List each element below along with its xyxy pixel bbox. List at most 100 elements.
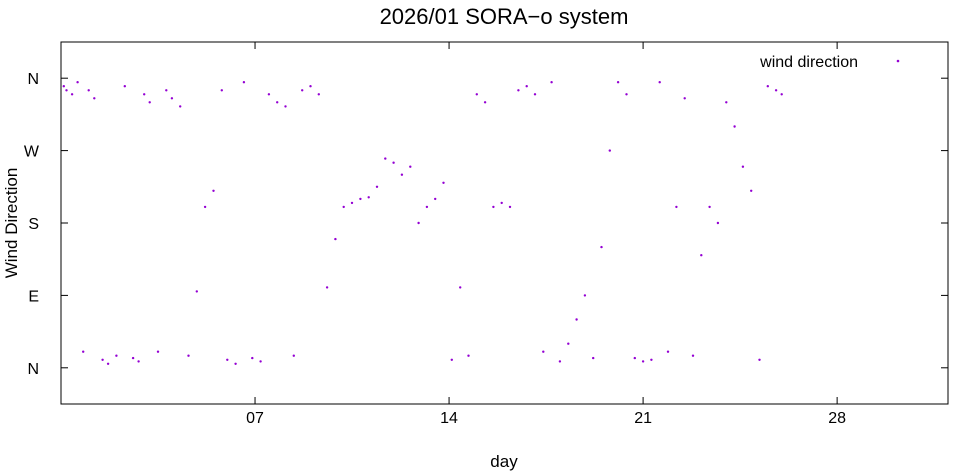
data-point [608, 149, 611, 152]
data-point [691, 354, 695, 357]
data-point [309, 85, 312, 88]
data-point [123, 85, 127, 88]
legend-marker [896, 59, 900, 63]
data-point [226, 358, 229, 361]
y-tick-label: N [27, 71, 39, 88]
data-point [187, 354, 190, 357]
data-point [475, 93, 478, 96]
data-point [367, 196, 370, 199]
x-tick-label: 14 [440, 410, 458, 427]
data-point [700, 254, 703, 257]
data-point [625, 93, 628, 96]
data-point [567, 342, 570, 345]
data-point [179, 105, 182, 108]
data-point [733, 125, 736, 128]
data-point [165, 89, 168, 92]
data-point [251, 356, 254, 360]
x-axis-label: day [490, 452, 518, 471]
legend-label: wind direction [759, 54, 858, 71]
data-point [766, 85, 769, 88]
data-point [143, 93, 146, 96]
data-point [350, 201, 354, 205]
data-point [267, 93, 271, 96]
data-point [434, 197, 437, 201]
data-point [492, 205, 495, 209]
data-point [750, 189, 753, 192]
data-point [131, 356, 135, 360]
data-point [741, 165, 745, 168]
data-point [600, 245, 603, 249]
data-point [156, 350, 160, 353]
x-tick-label: 07 [246, 410, 264, 427]
y-tick-label: S [28, 216, 39, 233]
data-point [442, 181, 445, 184]
data-point [550, 81, 553, 84]
data-point [425, 205, 429, 209]
data-point [616, 81, 620, 84]
data-point [592, 356, 595, 360]
data-point [101, 358, 104, 361]
y-tick-label: W [24, 144, 40, 161]
data-point [758, 358, 761, 361]
legend: wind direction [759, 54, 900, 71]
data-point [483, 101, 487, 104]
data-point [675, 205, 678, 209]
data-point [508, 205, 512, 209]
data-point [450, 358, 453, 361]
data-point [292, 354, 295, 357]
data-point [137, 360, 140, 363]
data-point [276, 101, 279, 104]
data-point [317, 93, 320, 96]
data-point [525, 85, 528, 88]
data-point [82, 350, 85, 353]
data-point [575, 318, 578, 321]
data-point [500, 201, 503, 205]
x-tick-label: 21 [634, 410, 652, 427]
data-point [87, 89, 90, 92]
data-point [780, 93, 783, 96]
data-point [774, 89, 778, 92]
x-tick-label: 28 [828, 410, 846, 427]
data-point [220, 89, 223, 92]
y-axis-ticks: N E S W N [24, 71, 948, 378]
data-point [384, 157, 387, 160]
data-points [62, 81, 783, 365]
data-point [542, 350, 545, 353]
data-point [342, 205, 345, 209]
data-point [417, 221, 420, 225]
x-axis-ticks: 07 14 21 28 [246, 42, 846, 427]
data-point [242, 81, 246, 84]
data-point [170, 97, 174, 100]
data-point [633, 356, 636, 360]
data-point [106, 362, 110, 365]
data-point [683, 97, 686, 100]
data-point [301, 89, 304, 92]
data-point [409, 165, 412, 168]
data-point [708, 205, 711, 209]
data-point [517, 89, 520, 92]
data-point [234, 362, 237, 365]
y-axis-label: Wind Direction [2, 168, 21, 279]
data-point [148, 101, 151, 104]
data-point [203, 205, 207, 209]
data-point [334, 237, 337, 241]
data-point [716, 221, 720, 225]
data-point [558, 360, 562, 363]
data-point [583, 294, 587, 297]
data-point [70, 93, 74, 96]
data-point [212, 189, 215, 192]
data-point [650, 358, 653, 361]
data-point [400, 173, 404, 176]
data-point [666, 350, 670, 353]
data-point [259, 360, 262, 363]
data-point [375, 185, 379, 188]
data-point [195, 290, 198, 293]
y-tick-label: E [28, 288, 39, 305]
plot-frame [60, 41, 949, 405]
data-point [533, 93, 537, 96]
data-point [392, 161, 395, 164]
data-point [467, 354, 470, 357]
data-point [658, 81, 661, 84]
data-point [725, 101, 728, 104]
